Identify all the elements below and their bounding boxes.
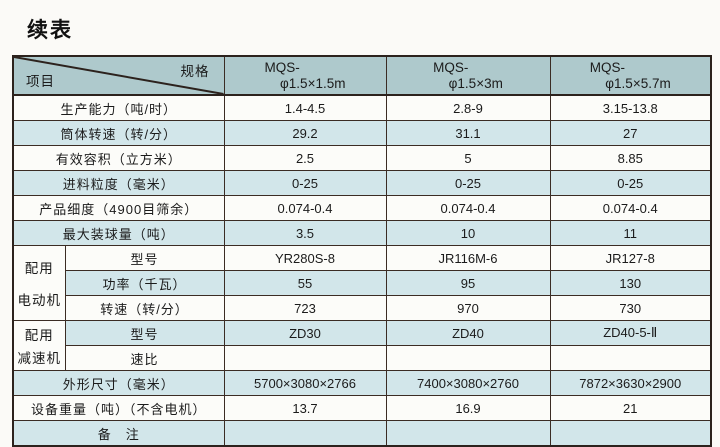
table-row-motor-model: 配用电动机 型号 YR280S-8 JR116M-6 JR127-8	[12, 245, 712, 321]
model-size: φ1.5×3m	[448, 75, 503, 91]
row-label: 型号	[64, 320, 225, 346]
spec-table: 项目 规格 MQS-φ1.5×1.5m MQS-φ1.5×3m MQS-φ1.5…	[12, 55, 712, 447]
table-row-product-fineness: 产品细度（4900目筛余） 0.074-0.4 0.074-0.4 0.074-…	[12, 195, 712, 221]
table-row-effective-volume: 有效容积（立方米） 2.5 5 8.85	[12, 145, 712, 171]
table-row-feed-size: 进料粒度（毫米） 0-25 0-25 0-25	[12, 170, 712, 196]
cell-value: 7872×3630×2900	[549, 370, 712, 396]
cell-value: 11	[549, 220, 712, 246]
cell-value: 1.4-4.5	[223, 94, 387, 121]
cell-value: JR116M-6	[385, 245, 551, 271]
model-prefix: MQS-	[264, 59, 300, 75]
cell-value: ZD30	[223, 320, 387, 346]
cell-value: 21	[549, 395, 712, 421]
cell-value	[549, 345, 712, 371]
cell-value: 130	[549, 270, 712, 296]
model-prefix: MQS-	[589, 59, 626, 75]
cell-value: 0-25	[385, 170, 551, 196]
row-label: 外形尺寸（毫米）	[12, 370, 225, 396]
cell-value: 55	[223, 270, 387, 296]
cell-value: 13.7	[223, 395, 387, 421]
cell-value: 95	[385, 270, 551, 296]
cell-value: 5700×3080×2766	[223, 370, 387, 396]
row-label: 转速（转/分）	[64, 295, 225, 321]
table-row-equipment-weight: 设备重量（吨）（不含电机） 13.7 16.9 21	[12, 395, 712, 421]
cell-value: 3.5	[223, 220, 387, 246]
cell-value: 27	[549, 120, 712, 146]
cell-value: 730	[549, 295, 712, 321]
cell-value: 2.5	[223, 145, 387, 171]
model-size: φ1.5×5.7m	[605, 75, 671, 91]
row-label: 型号	[64, 245, 225, 271]
cell-value: 7400×3080×2760	[385, 370, 551, 396]
cell-value: 2.8-9	[385, 94, 551, 121]
header-row: 项目 规格 MQS-φ1.5×1.5m MQS-φ1.5×3m MQS-φ1.5…	[12, 55, 712, 96]
cell-value: ZD40-5-Ⅱ	[549, 320, 712, 346]
cell-value: 0.074-0.4	[549, 195, 712, 221]
group-label-motor: 配用 电动机	[12, 245, 66, 321]
corner-item-label: 项目	[26, 74, 55, 89]
group-line: 减速机	[17, 351, 61, 366]
corner-header-cell: 项目 规格	[12, 55, 225, 96]
cell-value: 0-25	[223, 170, 387, 196]
cell-value: YR280S-8	[223, 245, 387, 271]
row-label: 有效容积（立方米）	[12, 145, 225, 171]
cell-value	[223, 345, 387, 371]
cell-value: 0-25	[549, 170, 712, 196]
model-size: φ1.5×1.5m	[280, 75, 346, 91]
table-row-capacity: 生产能力（吨/时） 1.4-4.5 2.8-9 3.15-13.8	[12, 94, 712, 121]
table-row-max-ball-load: 最大装球量（吨） 3.5 10 11	[12, 220, 712, 246]
cell-value: JR127-8	[549, 245, 712, 271]
model-prefix: MQS-	[433, 59, 469, 75]
table-row-remarks: 备 注	[12, 420, 712, 447]
cell-value	[385, 420, 551, 447]
column-header-mqs-1: MQS-φ1.5×1.5m	[223, 55, 387, 96]
table-row-motor-speed: 转速（转/分） 723 970 730	[13, 295, 712, 321]
cell-value: 970	[385, 295, 551, 321]
table-row-speed-ratio: 速比	[13, 345, 712, 371]
cell-value: 8.85	[549, 145, 712, 171]
diagonal-divider-line	[14, 57, 224, 94]
row-label: 筒体转速（转/分）	[12, 120, 225, 146]
cell-value	[385, 345, 551, 371]
cell-value: 0.074-0.4	[385, 195, 551, 221]
cell-value: 29.2	[223, 120, 387, 146]
row-label: 功率（千瓦）	[64, 270, 225, 296]
row-label: 设备重量（吨）（不含电机）	[12, 395, 225, 421]
cell-value: 723	[223, 295, 387, 321]
corner-spec-label: 规格	[180, 64, 210, 79]
column-header-mqs-3: MQS-φ1.5×5.7m	[549, 55, 712, 96]
cell-value	[223, 420, 387, 447]
table-row-motor-power: 功率（千瓦） 55 95 130	[13, 270, 712, 296]
cell-value	[549, 420, 712, 447]
table-row-overall-dimensions: 外形尺寸（毫米） 5700×3080×2766 7400×3080×2760 7…	[12, 370, 712, 396]
column-header-mqs-2: MQS-φ1.5×3m	[385, 55, 551, 96]
row-label: 生产能力（吨/时）	[12, 94, 225, 121]
cell-value: ZD40	[385, 320, 551, 346]
cell-value: 3.15-13.8	[549, 94, 712, 121]
row-label: 备 注	[12, 420, 225, 447]
cell-value: 10	[385, 220, 551, 246]
cell-value: 0.074-0.4	[223, 195, 387, 221]
row-label: 最大装球量（吨）	[12, 220, 225, 246]
group-line: 电动机	[17, 292, 61, 308]
table-row-drum-speed: 筒体转速（转/分） 29.2 31.1 27	[12, 120, 712, 146]
row-label: 速比	[64, 345, 225, 371]
page-title: 续表	[27, 19, 73, 42]
cell-value: 5	[385, 145, 551, 171]
cell-value: 31.1	[385, 120, 551, 146]
group-label-reducer: 配用 减速机	[12, 320, 66, 371]
row-label: 产品细度（4900目筛余）	[12, 195, 225, 221]
group-line: 配用	[24, 261, 54, 277]
row-label: 进料粒度（毫米）	[12, 170, 225, 196]
table-row-reducer-model: 配用减速机 型号 ZD30 ZD40 ZD40-5-Ⅱ	[12, 320, 712, 371]
group-line: 配用	[24, 328, 54, 343]
cell-value: 16.9	[385, 395, 551, 421]
